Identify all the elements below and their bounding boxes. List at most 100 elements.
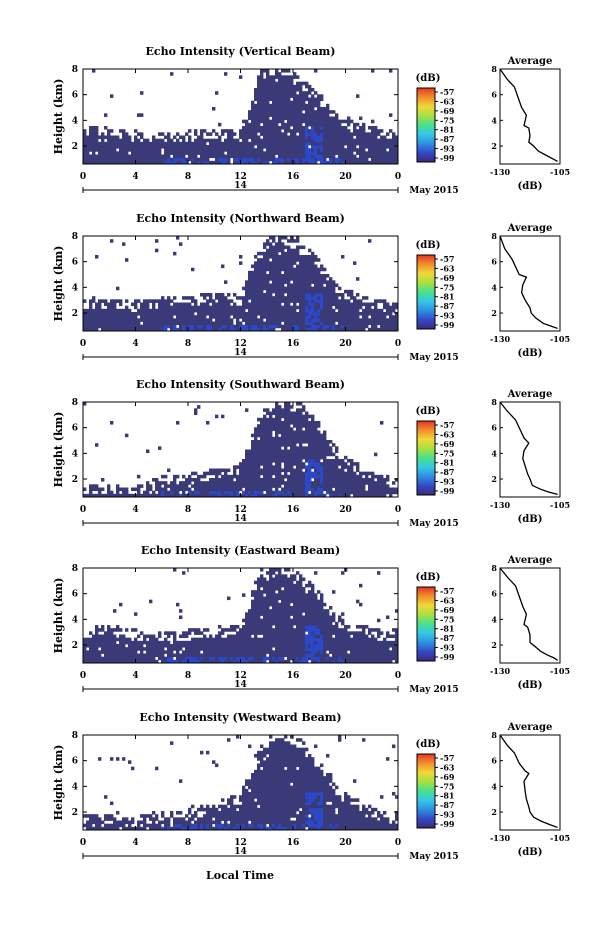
echo-cell [305,151,309,155]
echo-cell [338,148,342,152]
echo-cell [260,129,264,133]
echo-cell [254,129,258,133]
echo-cell [323,321,327,326]
echo-cell [260,251,264,256]
echo-cell [212,321,216,326]
echo-cell [311,270,315,275]
echo-cell [314,484,318,488]
echo-cell [314,487,318,492]
echo-cell [149,493,153,498]
echo-cell [164,145,168,149]
echo-cell [248,478,252,482]
echo-cell [122,634,126,639]
echo-cell [119,327,123,332]
echo-cell [365,132,369,136]
echo-cell [275,481,279,485]
echo-cell [212,650,216,654]
echo-cell [377,129,381,133]
echo-cell [338,327,342,332]
echo-cell [245,151,249,155]
echo-cell [389,327,393,332]
echo-cell [155,644,159,648]
echo-cell [287,443,291,447]
echo-cell [281,487,285,492]
echo-cell [374,474,378,479]
echo-cell [176,141,180,146]
echo-cell [206,318,210,322]
echo-cell [296,239,300,243]
echo-cell [290,484,294,488]
echo-cell [206,321,210,326]
echo-cell [260,141,264,146]
echo-cell [383,318,387,322]
echo-cell [134,157,138,162]
echo-cell [263,659,267,664]
echo-cell [332,289,336,294]
echo-cell [140,157,144,162]
echo-cell [275,293,279,297]
echo-cell [383,305,387,310]
echo-cell [158,132,162,136]
echo-cell [305,91,309,95]
echo-cell [212,151,216,155]
echo-cell [164,327,168,332]
echo-cell [323,107,327,111]
echo-cell [374,302,378,307]
echo-cell [308,258,312,262]
echo-cell [260,116,264,121]
echo-cell [296,449,300,454]
echo-cell [266,248,270,253]
echo-cell [191,141,195,146]
echo-cell [308,433,312,438]
echo-cell [218,315,222,319]
echo-cell [173,308,177,313]
echo-cell [86,141,90,146]
echo-cell [134,145,138,149]
echo-cell [266,327,270,332]
echo-cell [278,618,282,623]
echo-cell [299,283,303,288]
echo-cell [278,308,282,313]
echo-cell [206,145,210,149]
echo-cell [374,327,378,332]
echo-cell [146,487,150,492]
echo-cell [338,126,342,130]
echo-cell [275,427,279,431]
echo-cell [140,91,144,95]
echo-cell [191,148,195,152]
echo-cell [335,113,339,117]
echo-cell [254,315,258,319]
echo-cell [287,440,291,444]
echo-cell [278,145,282,149]
echo-cell [128,637,132,642]
echo-cell [164,318,168,322]
echo-cell [326,283,330,288]
echo-cell [275,656,279,661]
echo-cell [293,154,297,159]
echo-cell [164,493,168,498]
echo-cell [362,154,366,159]
echo-cell [92,318,96,322]
echo-cell [395,148,399,152]
echo-cell [149,644,153,648]
echo-cell [365,493,369,498]
echo-cell [290,446,294,450]
echo-cell [206,299,210,303]
colorbar-tick-label: -69 [440,439,455,449]
echo-cell [296,119,300,124]
echo-cell [395,490,399,495]
echo-cell [179,148,183,152]
echo-cell [155,141,159,146]
echo-cell [338,462,342,466]
echo-cell [173,478,177,482]
echo-cell [287,289,291,294]
echo-cell [332,293,336,297]
echo-cell [296,484,300,488]
echo-cell [245,634,249,639]
echo-cell [185,481,189,485]
echo-cell [224,628,228,632]
echo-cell [275,245,279,250]
echo-cell [305,468,309,473]
echo-cell [245,302,249,307]
echo-cell [122,647,126,651]
